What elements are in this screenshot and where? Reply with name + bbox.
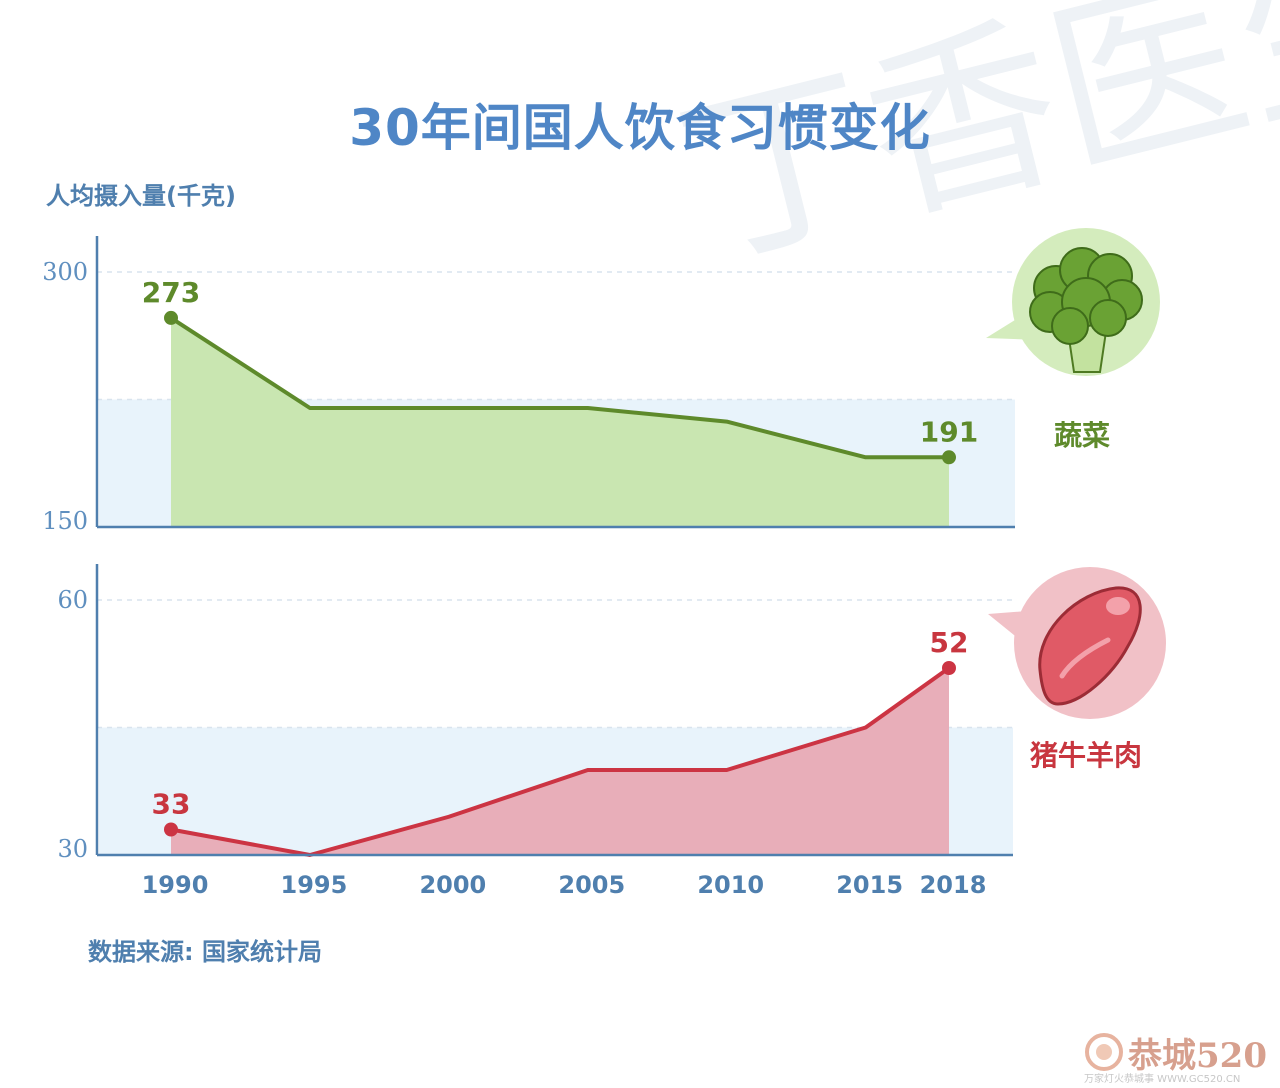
vegetable-ytick-top: 300 [42,258,88,286]
meat-area [171,668,949,855]
data-source: 数据来源: 国家统计局 [88,938,322,966]
series-label-meat: 猪牛羊肉 [1030,739,1143,772]
x-tick-1995: 1995 [281,871,348,899]
site-logo-icon [1085,1033,1123,1071]
meat-fat-spot [1106,597,1130,615]
x-tick-2018: 2018 [920,871,987,899]
meat-fat-streak [1059,637,1111,679]
meat-ytick-bottom: 30 [57,835,88,863]
x-tick-1990: 1990 [142,871,209,899]
vegetable-point-1990 [164,310,178,325]
meat-icon [988,567,1166,719]
vegetable-ytick-bottom: 150 [42,507,88,535]
vegetable-area [171,317,949,527]
site-watermark: 恭城520 万家灯火恭城事 WWW.GC520.CN [1080,1024,1280,1088]
series-label-vegetable: 蔬菜 [1054,419,1111,452]
meat-ytick-top: 60 [57,586,88,614]
x-tick-2015: 2015 [836,871,903,899]
broccoli-icon [986,228,1160,376]
site-caption: 万家灯火恭城事 WWW.GC520.CN [1084,1074,1241,1085]
y-axis-label: 人均摄入量(千克) [46,182,236,210]
x-tick-2010: 2010 [697,871,764,899]
site-name: 恭城520 [1128,1036,1267,1076]
vegetable-point-2018 [942,450,956,465]
meat-point-1990 [164,822,178,837]
vegetable-data-label-2018: 191 [920,415,978,448]
chart-title: 30年间国人饮食习惯变化 [349,99,931,157]
x-tick-2005: 2005 [558,871,625,899]
broccoli-floret-6 [1089,299,1127,337]
vegetable-data-label-1990: 273 [142,276,200,309]
broccoli-floret-7 [1051,307,1089,345]
x-tick-2000: 2000 [419,871,486,899]
meat-data-label-1990: 33 [152,788,191,821]
vegetable-series-line [169,316,949,460]
meat-point-2018 [942,661,956,675]
meat-data-label-2018: 52 [930,626,969,659]
